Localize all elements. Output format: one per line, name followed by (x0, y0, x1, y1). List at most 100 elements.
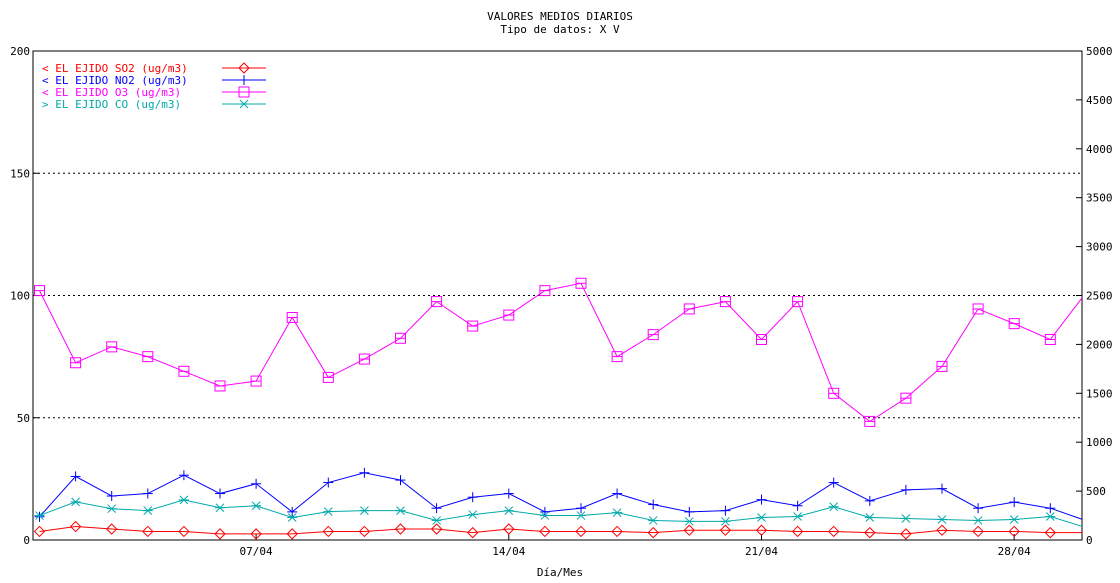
data-point (142, 351, 154, 363)
data-point (178, 365, 190, 377)
marker-d2 (71, 497, 80, 507)
data-point (683, 303, 695, 315)
data-point (70, 497, 81, 507)
data-point (539, 525, 551, 538)
marker-d2 (793, 512, 802, 521)
marker-d2 (901, 514, 911, 523)
data-point (394, 523, 407, 535)
legend-label: < EL EJIDO O3 (ug/m3) (42, 86, 181, 99)
data-point (900, 528, 912, 540)
data-point (34, 511, 45, 522)
data-point (238, 62, 250, 74)
data-point (827, 525, 840, 538)
legend-label: < EL EJIDO NO2 (ug/m3) (42, 74, 188, 87)
data-point (215, 503, 225, 513)
left-tick-label: 200 (10, 45, 30, 58)
data-point (431, 503, 442, 514)
data-point (178, 495, 189, 505)
marker-d2 (757, 513, 766, 522)
marker-d2 (179, 495, 189, 505)
left-tick-label: 50 (17, 412, 30, 425)
legend-label: > EL EJIDO CO (ug/m3) (42, 98, 181, 111)
data-point (647, 526, 659, 539)
right-tick-label: 5000 (1086, 45, 1113, 58)
data-point (33, 525, 46, 538)
data-point (215, 488, 225, 499)
data-point (106, 504, 117, 514)
data-point (792, 512, 803, 521)
data-point (251, 478, 262, 489)
data-point (720, 517, 731, 526)
data-point (142, 525, 154, 538)
data-point (611, 351, 623, 363)
data-point (936, 360, 948, 372)
data-point (250, 528, 262, 540)
data-point (503, 488, 514, 499)
data-point (178, 525, 190, 538)
data-point (864, 526, 876, 539)
data-point (1009, 497, 1020, 508)
data-point (1008, 318, 1020, 330)
data-point (612, 488, 623, 499)
series-layer (33, 277, 1083, 540)
data-point (648, 499, 659, 510)
data-point (239, 99, 249, 109)
right-tick-label: 2500 (1086, 290, 1113, 303)
x-axis-label: Día/Mes (537, 566, 583, 579)
data-point (792, 296, 804, 308)
data-point (683, 524, 696, 536)
data-point (756, 494, 767, 505)
marker-d2 (251, 501, 261, 511)
data-point (323, 477, 334, 488)
marker-d2 (1045, 512, 1055, 521)
data-point (503, 523, 515, 535)
data-point (106, 490, 117, 501)
series-0 (33, 520, 1082, 540)
series-line (39, 282, 1083, 423)
data-point (720, 505, 731, 516)
data-point (503, 506, 514, 516)
series-3 (34, 495, 1083, 527)
data-point (936, 524, 948, 536)
data-point (1008, 525, 1020, 538)
data-point (611, 525, 623, 538)
data-point (142, 488, 153, 499)
right-tick-label: 0 (1086, 534, 1093, 547)
data-point (828, 477, 839, 488)
data-point (900, 392, 912, 404)
data-point (1009, 515, 1020, 524)
data-point (250, 375, 262, 387)
data-point (287, 513, 298, 522)
data-point (239, 75, 249, 85)
marker-d2 (937, 515, 947, 524)
data-point (430, 523, 443, 535)
data-point (70, 471, 81, 482)
data-point (105, 523, 118, 535)
data-point (937, 483, 947, 494)
marker-d2 (468, 510, 478, 519)
data-point (647, 329, 659, 341)
x-axis: 07/04 14/04 21/04 28/04 (240, 534, 1031, 558)
data-point (467, 510, 478, 519)
marker-d2 (648, 516, 658, 525)
right-tick-label: 4000 (1086, 143, 1113, 156)
right-tick-label: 500 (1086, 485, 1106, 498)
data-point (214, 528, 226, 540)
marker-d2 (287, 513, 297, 522)
data-point (864, 495, 875, 506)
data-point (178, 470, 189, 481)
data-point (719, 524, 732, 536)
marker-d2 (1009, 515, 1019, 524)
data-point (612, 508, 623, 517)
data-point (395, 506, 406, 516)
data-point (539, 511, 550, 520)
marker-d2 (684, 517, 694, 526)
data-point (286, 528, 298, 540)
marker-d2 (35, 511, 44, 520)
data-point (684, 506, 695, 517)
data-point (467, 492, 478, 503)
marker-d2 (323, 507, 333, 516)
data-point (648, 516, 659, 525)
marker-d2 (865, 513, 875, 522)
